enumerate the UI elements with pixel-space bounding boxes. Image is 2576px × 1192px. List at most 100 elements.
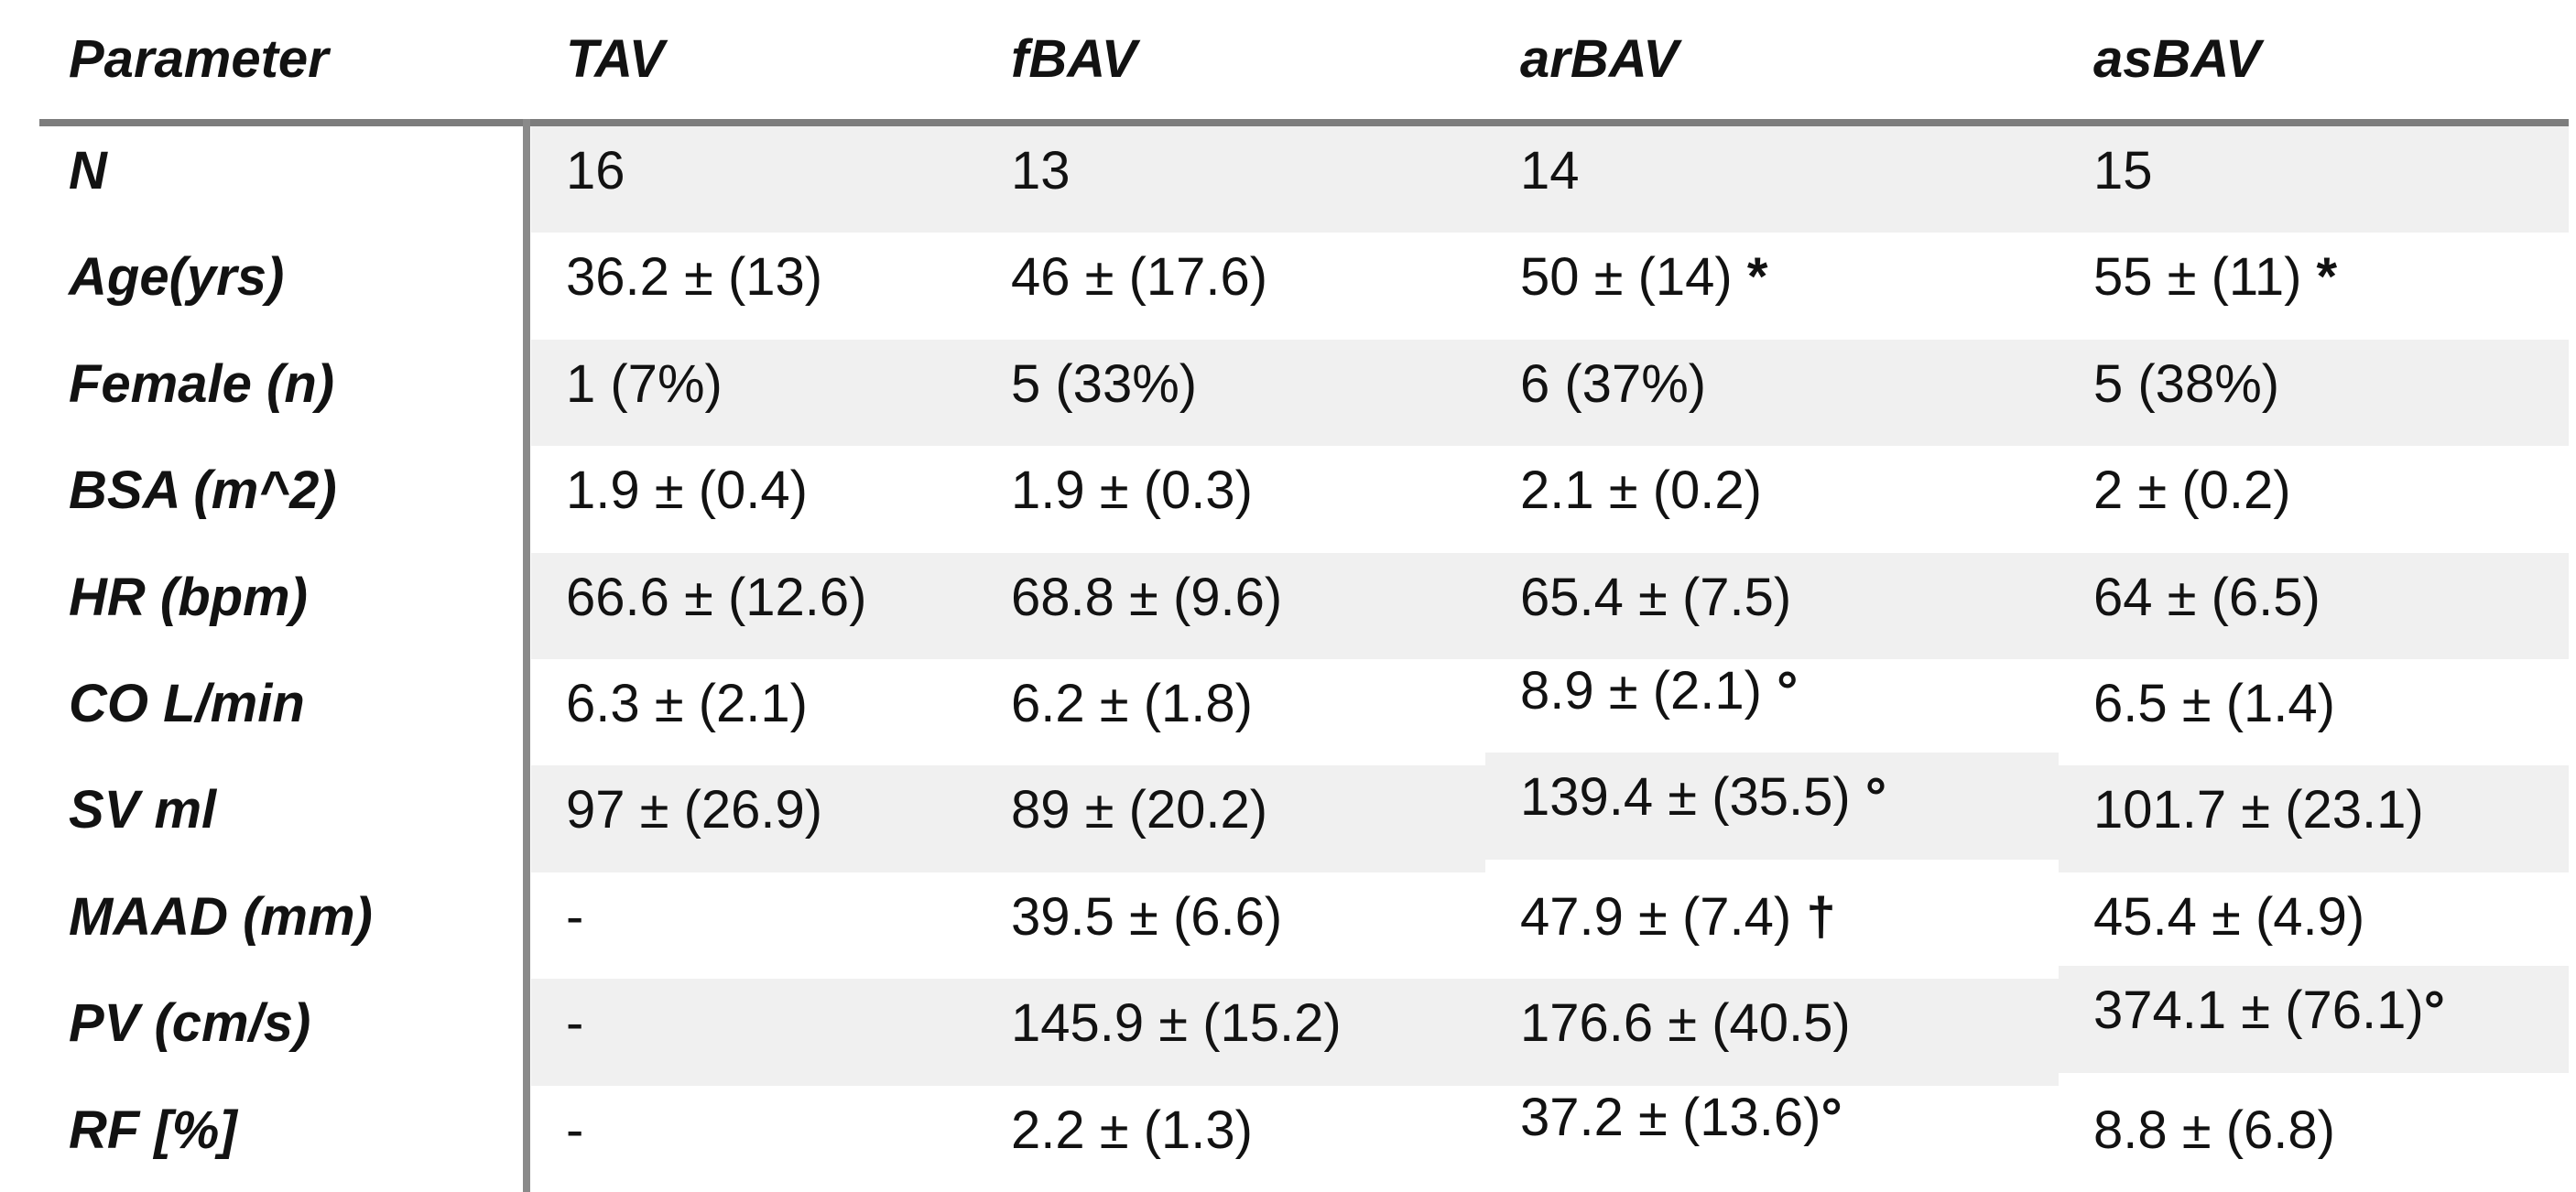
cell-value: 16 bbox=[566, 141, 625, 200]
cell-value: - bbox=[566, 993, 584, 1054]
degree-marker: ° bbox=[2423, 981, 2445, 1041]
column-header-tav: TAV bbox=[566, 29, 665, 89]
cell-value: 47.9 ± (7.4) bbox=[1520, 886, 1792, 947]
cell-value: 176.6 ± (40.5) bbox=[1520, 993, 1851, 1054]
cell-value: 89 ± (20.2) bbox=[1011, 780, 1268, 840]
row-label: SV ml bbox=[69, 780, 217, 840]
cell-value: 68.8 ± (9.6) bbox=[1011, 567, 1283, 627]
table-cell: 8.8 ± (6.8) bbox=[2059, 1086, 2569, 1192]
cell-value: 2.1 ± (0.2) bbox=[1520, 461, 1762, 521]
table-row-bsa: BSA (m^2) 1.9 ± (0.4) 1.9 ± (0.3) 2.1 ± … bbox=[39, 446, 2569, 552]
column-header-fbav: fBAV bbox=[1011, 29, 1137, 89]
table-cell: 5 (33%) bbox=[976, 339, 1485, 447]
cell-value: 6.2 ± (1.8) bbox=[1011, 673, 1253, 733]
table-cell: 47.9 ± (7.4) † bbox=[1485, 872, 2059, 979]
row-label: Female (n) bbox=[69, 353, 335, 414]
cell-value: 15 bbox=[2093, 141, 2153, 200]
table-cell: - bbox=[531, 1086, 976, 1192]
table-cell: 13 bbox=[976, 126, 1485, 233]
table-cell: 374.1 ± (76.1)° bbox=[2059, 966, 2569, 1073]
degree-marker: ° bbox=[1850, 767, 1887, 828]
table-cell: 6 (37%) bbox=[1485, 339, 2059, 447]
table-cell: 16 bbox=[531, 126, 976, 233]
parameter-column-divider bbox=[523, 119, 530, 1192]
table-cell: 8.9 ± (2.1) ° bbox=[1485, 646, 2059, 753]
cell-value: 37.2 ± (13.6) bbox=[1520, 1087, 1821, 1147]
cell-value: 1.9 ± (0.4) bbox=[566, 461, 808, 521]
cell-value: 6 (37%) bbox=[1520, 353, 1707, 414]
row-label: PV (cm/s) bbox=[69, 993, 311, 1054]
table-row-female: Female (n) 1 (7%) 5 (33%) 6 (37%) 5 (38%… bbox=[39, 339, 2569, 447]
column-header-arbav: arBAV bbox=[1520, 29, 1679, 89]
row-label: BSA (m^2) bbox=[69, 461, 337, 521]
cell-value: 145.9 ± (15.2) bbox=[1011, 993, 1342, 1054]
asterisk-marker: * bbox=[2301, 247, 2338, 308]
table-cell: - bbox=[531, 979, 976, 1086]
table-cell: 6.3 ± (2.1) bbox=[531, 659, 976, 765]
table-header-row: Parameter TAV fBAV arBAV asBAV bbox=[39, 0, 2569, 119]
cell-value: - bbox=[566, 1100, 584, 1160]
table-cell: 1 (7%) bbox=[531, 339, 976, 447]
table-cell: 2.1 ± (0.2) bbox=[1485, 446, 2059, 552]
table-cell: 1.9 ± (0.3) bbox=[976, 446, 1485, 552]
cell-value: 374.1 ± (76.1) bbox=[2093, 981, 2424, 1041]
cell-value: 50 ± (14) bbox=[1520, 247, 1733, 308]
cell-value: - bbox=[566, 886, 584, 947]
table-cell: 101.7 ± (23.1) bbox=[2059, 765, 2569, 872]
table-cell: 15 bbox=[2059, 126, 2569, 233]
table-cell: 46 ± (17.6) bbox=[976, 233, 1485, 339]
table-cell: 139.4 ± (35.5) ° bbox=[1485, 753, 2059, 860]
table-cell: 37.2 ± (13.6)° bbox=[1485, 1073, 2059, 1179]
table-row-co: CO L/min 6.3 ± (2.1) 6.2 ± (1.8) 8.9 ± (… bbox=[39, 659, 2569, 765]
table-row-hr: HR (bpm) 66.6 ± (12.6) 68.8 ± (9.6) 65.4… bbox=[39, 552, 2569, 659]
table-cell: 66.6 ± (12.6) bbox=[531, 552, 976, 659]
row-label: CO L/min bbox=[69, 673, 305, 733]
table-row-rf: RF [%] - 2.2 ± (1.3) 37.2 ± (13.6)° 8.8 … bbox=[39, 1086, 2569, 1192]
cell-value: 139.4 ± (35.5) bbox=[1520, 767, 1851, 828]
cell-value: 65.4 ± (7.5) bbox=[1520, 567, 1792, 627]
column-header-asbav: asBAV bbox=[2093, 29, 2261, 89]
cell-value: 8.8 ± (6.8) bbox=[2093, 1100, 2335, 1160]
cell-value: 8.9 ± (2.1) bbox=[1520, 660, 1762, 721]
table-cell: 97 ± (26.9) bbox=[531, 765, 976, 872]
table-cell: 89 ± (20.2) bbox=[976, 765, 1485, 872]
cell-value: 36.2 ± (13) bbox=[566, 247, 823, 308]
asterisk-marker: * bbox=[1732, 247, 1768, 308]
cell-value: 2.2 ± (1.3) bbox=[1011, 1100, 1253, 1160]
cell-value: 64 ± (6.5) bbox=[2093, 567, 2321, 627]
table-cell: - bbox=[531, 872, 976, 979]
cell-value: 1 (7%) bbox=[566, 353, 723, 414]
cell-value: 1.9 ± (0.3) bbox=[1011, 461, 1253, 521]
table-cell: 2 ± (0.2) bbox=[2059, 446, 2569, 552]
row-label: N bbox=[69, 141, 107, 200]
row-label: HR (bpm) bbox=[69, 567, 308, 627]
table-row-pv: PV (cm/s) - 145.9 ± (15.2) 176.6 ± (40.5… bbox=[39, 966, 2569, 1086]
table-cell: 36.2 ± (13) bbox=[531, 233, 976, 339]
cell-value: 14 bbox=[1520, 141, 1580, 200]
cell-value: 6.3 ± (2.1) bbox=[566, 673, 808, 733]
table-cell: 6.2 ± (1.8) bbox=[976, 659, 1485, 765]
table-cell: 5 (38%) bbox=[2059, 339, 2569, 447]
cell-value: 55 ± (11) bbox=[2093, 247, 2302, 308]
table-cell: 68.8 ± (9.6) bbox=[976, 552, 1485, 659]
table-cell: 55 ± (11) * bbox=[2059, 233, 2569, 339]
cell-value: 97 ± (26.9) bbox=[566, 780, 823, 840]
degree-marker: ° bbox=[1821, 1087, 1842, 1147]
degree-marker: ° bbox=[1761, 660, 1799, 721]
table-cell: 6.5 ± (1.4) bbox=[2059, 659, 2569, 765]
table-row-maad: MAAD (mm) - 39.5 ± (6.6) 47.9 ± (7.4) † … bbox=[39, 872, 2569, 979]
cell-value: 13 bbox=[1011, 141, 1071, 200]
row-label: Age(yrs) bbox=[69, 247, 285, 308]
header-separator-rule bbox=[39, 119, 2569, 126]
table-cell: 64 ± (6.5) bbox=[2059, 552, 2569, 659]
cell-value: 39.5 ± (6.6) bbox=[1011, 886, 1283, 947]
cell-value: 101.7 ± (23.1) bbox=[2093, 780, 2424, 840]
cell-value: 2 ± (0.2) bbox=[2093, 461, 2291, 521]
dagger-marker: † bbox=[1791, 886, 1836, 947]
table-cell: 45.4 ± (4.9) bbox=[2059, 872, 2569, 979]
table-row-sv: SV ml 97 ± (26.9) 89 ± (20.2) 139.4 ± (3… bbox=[39, 753, 2569, 872]
cell-value: 5 (33%) bbox=[1011, 353, 1198, 414]
table-cell: 2.2 ± (1.3) bbox=[976, 1086, 1485, 1192]
column-header-parameter: Parameter bbox=[69, 29, 329, 89]
